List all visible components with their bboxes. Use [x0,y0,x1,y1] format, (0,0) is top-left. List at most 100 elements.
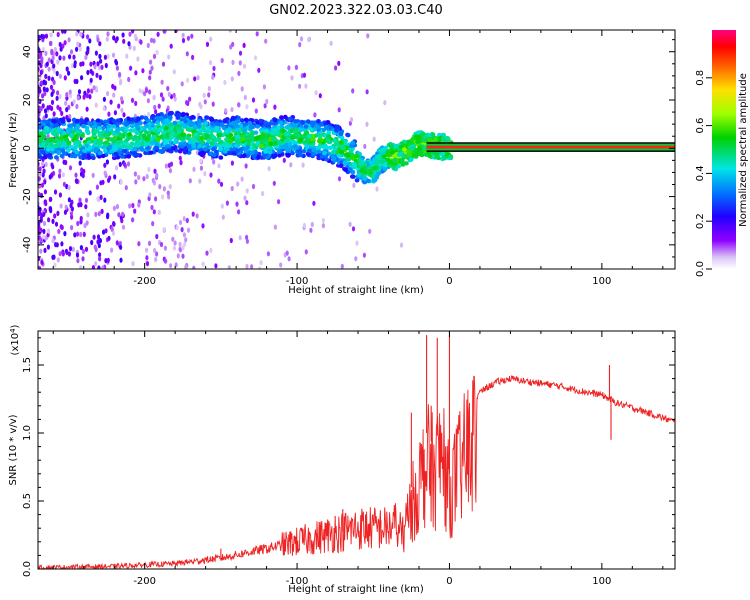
ridge-cell [272,117,278,123]
noise-cell [75,78,79,85]
ridge-cell [305,119,311,124]
noise-cell [47,57,51,63]
ridge-cell [204,142,210,147]
ridge-cell [350,140,356,146]
noise-cell [160,79,164,85]
noise-cell [107,177,111,183]
ridge-cell [267,149,273,155]
noise-cell [58,73,63,79]
noise-cell [119,257,123,263]
noise-cell [157,209,161,215]
noise-cell [94,211,98,217]
ridge-cell [75,118,80,124]
noise-cell [52,68,56,74]
colorbar-tick-label: 0.4 [695,165,706,181]
ridge-cell [132,134,138,140]
noise-cell [43,247,47,253]
noise-cell [169,263,173,269]
ridge-cell [339,135,345,140]
ridge-cell [86,155,92,160]
ridge-peak [417,146,423,151]
noise-cell [102,106,106,112]
noise-cell [178,247,182,253]
ridge-cell [204,130,210,135]
noise-cell [39,215,43,221]
ridge-cell [358,158,363,163]
noise-cell [263,103,267,109]
ridge-cell [287,141,293,147]
noise-cell [119,244,123,250]
ridge-cell [117,143,123,149]
ridge-cell [139,147,145,152]
tone-line-core [426,145,675,149]
noise-cell [120,107,124,113]
noise-cell [282,157,286,163]
noise-cell [55,70,59,77]
ridge-cell [177,149,183,154]
noise-cell [277,199,281,205]
ridge-cell [221,125,227,131]
ridge-peak [258,143,264,149]
ridge-cell [198,151,203,156]
ridge-peak [157,127,163,132]
noise-cell [113,174,117,180]
noise-cell [71,246,75,252]
ridge-peak [176,129,182,135]
noise-cell [77,89,82,95]
ridge-peak [310,137,316,142]
noise-cell [122,38,126,44]
noise-cell [209,36,213,42]
noise-cell [59,203,63,209]
figure-title: GN02.2023.322.03.03.C40 [269,3,443,18]
noise-cell [125,53,129,59]
noise-cell [73,63,77,69]
ridge-cell [309,120,315,125]
noise-cell [245,104,249,110]
noise-cell [166,85,170,92]
noise-cell [259,260,263,266]
noise-cell [148,75,152,81]
noise-cell [228,30,232,33]
noise-cell [383,100,387,106]
noise-cell [289,162,293,168]
noise-cell [168,184,172,190]
noise-cell [219,181,224,187]
noise-cell [264,38,268,44]
ridge-cell [335,124,340,129]
ridge-peak [345,153,351,158]
noise-cell [196,75,200,81]
noise-cell [133,171,137,177]
ridge-cell [218,155,224,160]
ridge-cell [211,147,216,152]
ridge-peak [216,132,222,138]
noise-cell [153,247,157,254]
noise-cell [245,263,249,269]
ridge-cell [87,121,92,126]
noise-cell [287,65,291,71]
ridge-cell [448,154,454,159]
noise-cell [321,217,325,224]
ridge-cell [376,170,382,176]
noise-cell [337,60,341,66]
noise-cell [95,184,99,190]
ridge-cell [78,155,84,160]
noise-cell [169,43,173,49]
noise-cell [45,61,49,67]
noise-cell [285,250,289,256]
noise-cell [399,242,404,248]
noise-cell [115,65,119,71]
ridge-cell [183,119,189,124]
ridge-cell [209,116,215,122]
colorbar-tick-label: 0.6 [695,118,706,134]
noise-cell [106,53,110,60]
ridge-cell [203,121,209,126]
noise-cell [154,196,158,202]
noise-cell [148,192,152,198]
noise-cell [117,212,121,218]
ridge-cell [311,152,317,157]
ridge-cell [241,131,247,136]
noise-cell [112,92,116,98]
noise-cell [265,98,269,105]
ridge-peak [338,140,344,145]
noise-cell [63,231,67,237]
